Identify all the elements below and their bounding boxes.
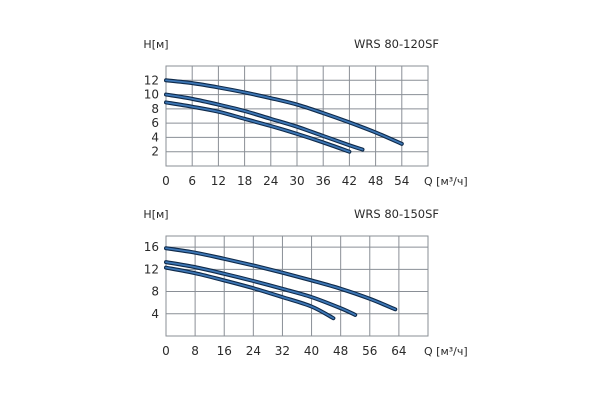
series-1-curve-outline: [164, 78, 404, 146]
x-axis-title: Q [м³/ч]: [424, 175, 468, 188]
y-tick-label: 12: [144, 262, 159, 276]
series-1-curve: [165, 247, 397, 311]
x-tick-label: 24: [246, 344, 261, 358]
x-tick-label: 36: [316, 174, 331, 188]
series-2-curve: [165, 93, 364, 151]
x-tick-label: 64: [391, 344, 406, 358]
plot-frame: [165, 235, 429, 337]
series-3-curve-outline: [164, 100, 352, 154]
y-axis-title: H[м]: [143, 208, 168, 221]
x-tick-label: 8: [191, 344, 199, 358]
y-tick-label: 12: [144, 73, 159, 87]
x-tick-label: 40: [304, 344, 319, 358]
x-tick-label: 32: [275, 344, 290, 358]
x-tick-label: 16: [217, 344, 232, 358]
chart-title: WRS 80-150SF: [354, 207, 439, 221]
y-tick-label: 10: [144, 88, 159, 102]
series-1-curve-outline: [164, 246, 398, 312]
x-tick-label: 54: [394, 174, 409, 188]
x-tick-label: 48: [368, 174, 383, 188]
series-2-curve-outline: [164, 92, 365, 152]
y-tick-label: 6: [151, 116, 159, 130]
plot-frame: [165, 65, 429, 167]
series-2-curve: [165, 261, 357, 316]
y-tick-label: 4: [151, 307, 159, 321]
x-tick-label: 0: [162, 344, 170, 358]
x-tick-label: 30: [289, 174, 304, 188]
chart-title: WRS 80-120SF: [354, 37, 439, 51]
y-axis-title: H[м]: [143, 38, 168, 51]
series-3-curve: [165, 266, 335, 320]
y-tick-label: 4: [151, 130, 159, 144]
y-tick-label: 8: [151, 285, 159, 299]
y-tick-label: 2: [151, 145, 159, 159]
x-tick-label: 12: [211, 174, 226, 188]
x-axis-title: Q [м³/ч]: [424, 345, 468, 358]
series-3-curve: [165, 101, 351, 153]
x-tick-label: 18: [237, 174, 252, 188]
y-tick-label: 16: [144, 240, 159, 254]
x-tick-label: 48: [333, 344, 348, 358]
x-tick-label: 6: [188, 174, 196, 188]
x-tick-label: 56: [362, 344, 377, 358]
x-tick-label: 42: [342, 174, 357, 188]
series-1-curve: [165, 79, 403, 145]
x-tick-label: 24: [263, 174, 278, 188]
x-tick-label: 0: [162, 174, 170, 188]
series-3-curve-outline: [164, 265, 336, 321]
y-tick-label: 8: [151, 102, 159, 116]
